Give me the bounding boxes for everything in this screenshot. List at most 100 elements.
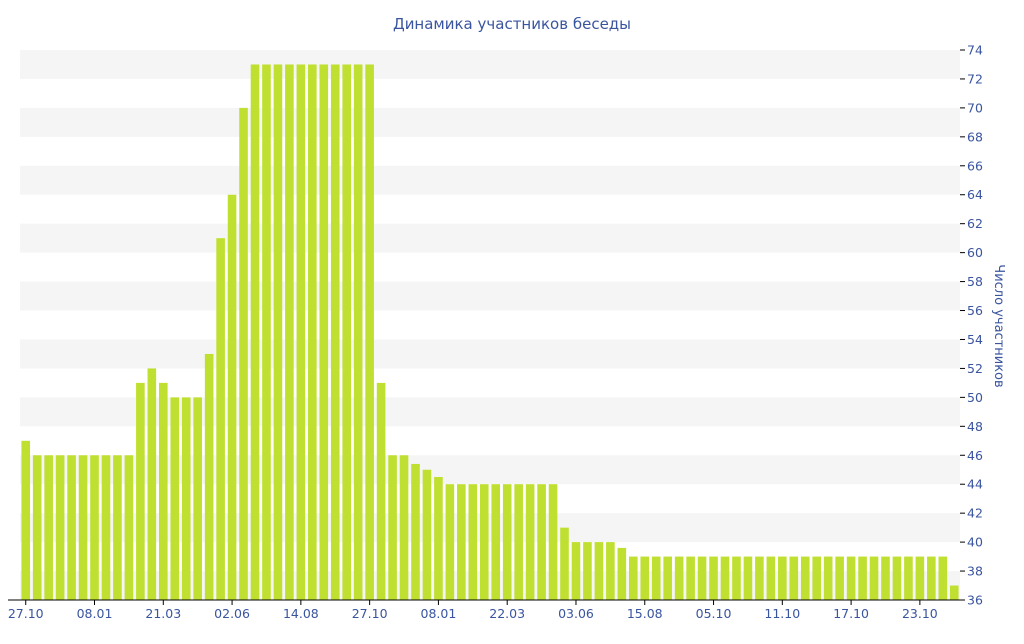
y-axis-label: Число участников	[991, 264, 1006, 387]
x-tick-label: 21.03	[145, 606, 181, 621]
bar	[583, 542, 592, 600]
bar	[32, 455, 42, 600]
bar	[353, 64, 363, 601]
y-tick-label: 70	[967, 100, 983, 115]
bar	[617, 547, 627, 600]
bar	[514, 484, 523, 600]
bar-series	[21, 64, 959, 601]
y-tick-label: 44	[967, 477, 983, 492]
bar	[90, 455, 99, 600]
bar	[181, 397, 191, 600]
x-tick-label: 27.10	[352, 606, 388, 621]
bar	[571, 542, 581, 600]
bar	[502, 484, 512, 600]
bar	[78, 455, 88, 600]
y-tick-label: 66	[967, 158, 983, 173]
bar	[342, 64, 352, 601]
grid-band	[20, 339, 960, 369]
bar	[938, 556, 948, 600]
y-tick-label: 36	[967, 593, 983, 608]
x-tick-label: 27.10	[8, 606, 44, 621]
x-tick-label: 03.06	[558, 606, 594, 621]
bar	[330, 64, 340, 601]
bar	[308, 64, 317, 601]
bar	[468, 484, 478, 600]
bar	[422, 469, 432, 600]
bar	[904, 556, 913, 600]
x-tick-label: 08.01	[421, 606, 457, 621]
bar	[858, 556, 867, 600]
bar	[823, 556, 833, 600]
bar	[732, 556, 741, 600]
bar	[296, 64, 306, 601]
bar	[250, 64, 260, 601]
y-tick-label: 46	[967, 448, 983, 463]
bar	[204, 353, 214, 600]
bar	[457, 484, 466, 600]
y-tick-label: 54	[967, 332, 983, 347]
bar	[193, 397, 202, 600]
bar	[285, 64, 294, 601]
bar	[548, 484, 558, 600]
grid-band	[20, 165, 960, 195]
bar	[399, 455, 409, 600]
bar	[697, 556, 707, 600]
bar	[606, 542, 615, 600]
bar	[376, 382, 386, 600]
bar	[789, 556, 799, 600]
bar	[537, 484, 546, 600]
bar	[640, 556, 650, 600]
x-tick-label: 11.10	[764, 606, 800, 621]
bar	[915, 556, 925, 600]
bar	[124, 455, 134, 600]
bar	[720, 556, 730, 600]
bar	[411, 463, 420, 600]
bar	[388, 455, 397, 600]
x-tick-label: 22.03	[489, 606, 525, 621]
x-tick-label: 23.10	[902, 606, 938, 621]
y-tick-label: 64	[967, 187, 983, 202]
bar	[812, 556, 822, 600]
grid-band	[20, 281, 960, 311]
grid-band	[20, 50, 960, 79]
y-axis-ticks: 36 38 40 42 44 46 48 50 52 54 56 58 60 62 64 66 68 70 72 74	[960, 43, 983, 608]
bar	[239, 107, 248, 600]
y-tick-label: 42	[967, 506, 983, 521]
bar	[881, 556, 890, 600]
bar	[709, 556, 718, 600]
bar	[55, 455, 65, 600]
bar	[227, 194, 237, 601]
bar	[755, 556, 764, 600]
bar	[21, 440, 31, 600]
y-tick-label: 56	[967, 303, 983, 318]
bar	[434, 476, 443, 600]
x-tick-label: 05.10	[696, 606, 732, 621]
bar	[445, 484, 455, 600]
x-tick-label: 15.08	[627, 606, 663, 621]
bar	[663, 556, 672, 600]
bar	[491, 484, 501, 600]
y-tick-label: 62	[967, 216, 983, 231]
bar	[44, 455, 53, 600]
bar	[136, 382, 145, 600]
bar	[778, 556, 787, 600]
bar	[113, 455, 122, 600]
bar	[319, 64, 329, 601]
bar	[594, 542, 604, 600]
bar	[147, 368, 157, 600]
bar	[628, 556, 638, 600]
chart-title: Динамика участников беседы	[393, 15, 631, 33]
y-tick-label: 52	[967, 361, 983, 376]
y-tick-label: 50	[967, 390, 983, 405]
bar	[216, 238, 225, 600]
bar	[869, 556, 879, 600]
y-tick-label: 48	[967, 419, 983, 434]
bar	[158, 382, 168, 600]
bar	[525, 484, 535, 600]
y-tick-label: 60	[967, 245, 983, 260]
grid-band	[20, 107, 960, 137]
x-axis-ticks: 27.10 08.01 21.03 02.06 14.08 27.10 08.01 22.03…	[8, 600, 938, 621]
bar	[479, 484, 489, 600]
bar	[262, 64, 271, 601]
